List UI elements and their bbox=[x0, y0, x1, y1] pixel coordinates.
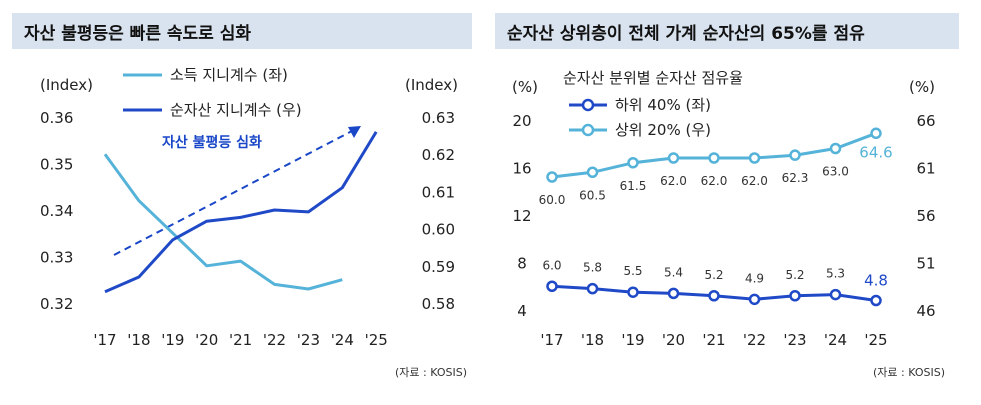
left-tick-label: 0.33 bbox=[40, 249, 73, 267]
data-point bbox=[748, 293, 761, 306]
right-chart-source: (자료 : KOSIS) bbox=[873, 366, 946, 379]
trend-arrow-head bbox=[348, 126, 361, 138]
right-tick-label: 0.61 bbox=[422, 183, 455, 201]
x-tick-label: '25 bbox=[365, 331, 388, 349]
x-tick-label: '23 bbox=[297, 331, 320, 349]
data-point bbox=[708, 152, 720, 164]
data-label: 5.3 bbox=[826, 267, 845, 281]
left-axis-label: (Index) bbox=[40, 76, 93, 94]
data-point bbox=[789, 290, 801, 302]
trend-arrow-line bbox=[113, 130, 353, 256]
data-label: 5.5 bbox=[623, 264, 642, 278]
data-point bbox=[586, 166, 599, 178]
x-tick-label: '25 bbox=[864, 331, 887, 349]
left-tick-label: 12 bbox=[512, 207, 531, 225]
x-tick-label: '17 bbox=[93, 331, 116, 349]
data-label: 63.0 bbox=[822, 165, 849, 179]
left-tick-label: 0.36 bbox=[40, 109, 73, 127]
data-label: 61.5 bbox=[620, 179, 647, 193]
data-label: 62.0 bbox=[660, 174, 687, 188]
data-label: 5.4 bbox=[664, 265, 683, 279]
data-point bbox=[870, 127, 882, 140]
right-tick-label: 56 bbox=[916, 207, 935, 225]
left-chart-panel: 자산 불평등은 빠른 속도로 심화 (Index) (Index) 0.32 0.33… bbox=[0, 0, 472, 405]
x-tick-label: '22 bbox=[743, 331, 766, 349]
data-point bbox=[546, 171, 558, 183]
x-tick-label: '19 bbox=[161, 331, 184, 349]
data-label: 5.2 bbox=[785, 268, 804, 282]
legend-label: 상위 20% (우) bbox=[615, 121, 711, 139]
data-label: 62.0 bbox=[701, 174, 728, 188]
x-tick-label: '20 bbox=[662, 331, 685, 349]
data-label: 6.0 bbox=[542, 258, 561, 272]
data-point bbox=[667, 152, 680, 164]
left-chart: (Index) (Index) 0.32 0.33 0.34 0.35 0.36 0.58 0.… bbox=[40, 66, 458, 349]
data-point bbox=[748, 152, 761, 164]
left-tick-label: 0.35 bbox=[40, 156, 73, 174]
data-point bbox=[546, 280, 558, 292]
left-tick-label: 0.34 bbox=[40, 202, 73, 220]
right-tick-label: 0.63 bbox=[422, 109, 455, 127]
data-label: 62.3 bbox=[782, 171, 809, 185]
right-axis-label: (Index) bbox=[405, 76, 458, 94]
right-tick-label: 0.60 bbox=[422, 221, 455, 239]
data-point bbox=[667, 287, 680, 300]
chart-subtitle: 순자산 분위별 순자산 점유율 bbox=[563, 69, 743, 87]
left-tick-label: 4 bbox=[517, 302, 527, 320]
legend-label: 순자산 지니계수 (우) bbox=[170, 101, 302, 119]
left-tick-label: 16 bbox=[512, 160, 531, 178]
right-tick-label: 66 bbox=[916, 112, 935, 130]
data-label: 60.5 bbox=[579, 188, 606, 202]
x-tick-label: '20 bbox=[195, 331, 218, 349]
x-tick-label: '22 bbox=[263, 331, 286, 349]
right-chart-title: 순자산 상위층이 전체 가계 순자산의 65%를 점유 bbox=[495, 13, 959, 49]
data-point bbox=[870, 294, 882, 307]
data-label: 64.6 bbox=[859, 143, 892, 161]
legend-marker bbox=[581, 98, 595, 112]
data-point bbox=[789, 149, 801, 161]
legend-label: 소득 지니계수 (좌) bbox=[170, 66, 288, 84]
x-tick-label: '18 bbox=[127, 331, 150, 349]
series-line-2 bbox=[104, 131, 378, 294]
left-tick-label: 0.32 bbox=[40, 295, 73, 313]
data-point bbox=[829, 142, 842, 155]
x-tick-label: '21 bbox=[229, 331, 252, 349]
right-chart-panel: 순자산 상위층이 전체 가계 순자산의 65%를 점유 (%) (%) 순자산 분위… bbox=[495, 0, 981, 405]
left-chart-source: (자료 : KOSIS) bbox=[395, 366, 468, 379]
data-point bbox=[586, 282, 599, 295]
left-tick-label: 20 bbox=[512, 112, 531, 130]
data-point bbox=[627, 286, 639, 298]
data-label: 60.0 bbox=[539, 193, 566, 207]
series-line-1 bbox=[103, 153, 343, 291]
legend-marker bbox=[581, 123, 595, 137]
trend-annotation: 자산 불평등 심화 bbox=[162, 134, 262, 151]
right-axis-label: (%) bbox=[909, 78, 935, 96]
data-point bbox=[708, 290, 720, 302]
right-tick-label: 0.58 bbox=[422, 295, 455, 313]
data-label: 5.2 bbox=[704, 268, 723, 282]
x-tick-label: '21 bbox=[702, 331, 725, 349]
left-chart-title: 자산 불평등은 빠른 속도로 심화 bbox=[12, 13, 472, 49]
right-tick-label: 0.62 bbox=[422, 146, 455, 164]
x-tick-label: '24 bbox=[331, 331, 354, 349]
right-chart: (%) (%) 순자산 분위별 순자산 점유율 4 8 12 16 20 46 51 56 61 66 '… bbox=[512, 69, 936, 349]
x-tick-label: '24 bbox=[824, 331, 847, 349]
data-label: 5.8 bbox=[583, 261, 602, 275]
x-tick-label: '18 bbox=[581, 331, 604, 349]
data-label: 4.8 bbox=[864, 272, 888, 290]
right-tick-label: 61 bbox=[916, 160, 935, 178]
right-tick-label: 46 bbox=[916, 302, 935, 320]
legend-label: 하위 40% (좌) bbox=[615, 96, 711, 114]
right-tick-label: 0.59 bbox=[422, 258, 455, 276]
x-tick-label: '17 bbox=[540, 331, 563, 349]
data-label: 4.9 bbox=[745, 271, 764, 285]
left-tick-label: 8 bbox=[517, 255, 527, 273]
data-point bbox=[627, 157, 639, 169]
x-tick-label: '23 bbox=[783, 331, 806, 349]
right-tick-label: 51 bbox=[916, 255, 935, 273]
left-axis-label: (%) bbox=[512, 78, 538, 96]
data-point bbox=[829, 288, 842, 301]
data-label: 62.0 bbox=[741, 174, 768, 188]
x-tick-label: '19 bbox=[621, 331, 644, 349]
